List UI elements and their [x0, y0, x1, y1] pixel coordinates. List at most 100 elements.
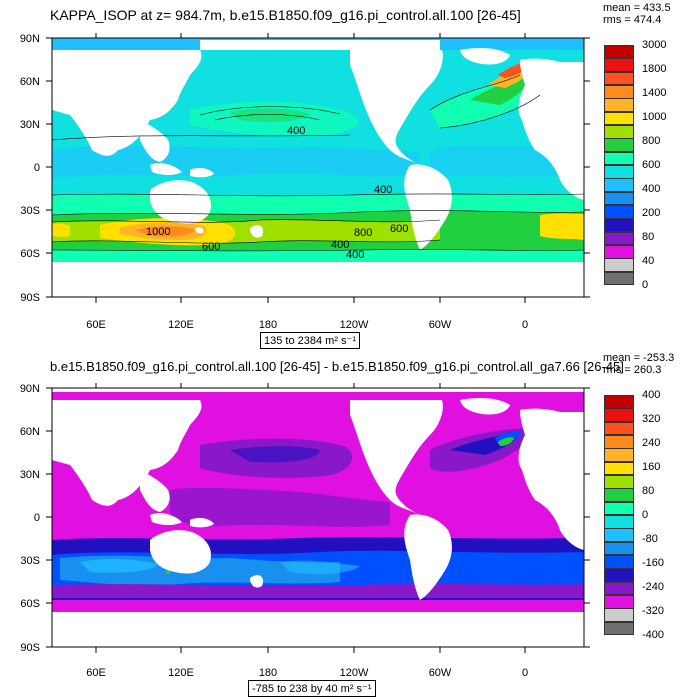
map-title: KAPPA_ISOP at z= 984.7m, b.e15.B1850.f09…	[50, 7, 521, 23]
x-tick-label: 120W	[340, 667, 369, 679]
colorbar-label: 400	[642, 389, 661, 401]
contour-label: 1000	[146, 226, 170, 238]
y-axis-labels: 90N 60N 30N 0 30S 60S 90S	[20, 383, 40, 654]
colorbar-swatch	[604, 595, 634, 609]
stat-mean: mean = -253.3	[603, 352, 675, 364]
tick-marks	[46, 383, 590, 653]
contour-lines	[52, 74, 584, 252]
colorbar: 400 320 240 160 80 0 -80 -160 -240 -320 -400	[604, 389, 694, 641]
stat-rms: rms = 474.4	[603, 14, 662, 26]
colorbar-swatch	[604, 111, 634, 126]
colorbar-label: -80	[642, 533, 658, 545]
colorbar-swatch	[604, 205, 634, 219]
y-tick-label: 60S	[20, 248, 40, 260]
colorbar-swatch	[604, 608, 634, 623]
x-tick-label: 60E	[86, 319, 106, 331]
colorbar-swatch	[604, 98, 634, 113]
colorbar-swatch	[604, 501, 634, 516]
y-tick-label: 30N	[20, 469, 40, 481]
colorbar-swatch	[604, 191, 634, 206]
colorbar-label: 40	[642, 255, 655, 267]
y-tick-label: 0	[34, 512, 40, 524]
x-tick-label: 0	[522, 667, 528, 679]
contour-label: 400	[287, 125, 305, 137]
colorbar-swatch	[604, 71, 634, 86]
colorbar-swatch	[604, 515, 634, 529]
colorbar-swatch	[604, 581, 634, 596]
colorbar-label: 160	[642, 461, 661, 473]
map-plot: 400 400 1000 600 400 800 600 400 90N 60N…	[20, 33, 590, 331]
stat-rms: rms = 260.3	[603, 364, 662, 376]
colorbar-label: -400	[642, 629, 665, 641]
colorbar-label: 400	[642, 183, 661, 195]
colorbar-swatch	[604, 245, 634, 259]
panel-bottom: b.e15.B1850.f09_g16.pi_control.all.100 […	[0, 350, 700, 700]
colorbar-swatch	[604, 435, 634, 449]
colorbar-swatch	[604, 218, 634, 233]
colorbar-label: 600	[642, 159, 661, 171]
y-tick-label: 90S	[20, 642, 40, 654]
x-tick-label: 120E	[168, 667, 194, 679]
x-tick-label: 60W	[429, 667, 452, 679]
contour-label: 400	[346, 249, 364, 261]
colorbar-label: 3000	[642, 39, 667, 51]
contour-label: 400	[331, 239, 349, 251]
colorbar-swatch	[604, 448, 634, 463]
colorbar-swatch	[604, 528, 634, 543]
y-tick-label: 0	[34, 162, 40, 174]
colorbar-label: 240	[642, 437, 661, 449]
colorbar-swatch	[604, 271, 634, 286]
colorbar-swatch	[604, 58, 634, 73]
y-tick-label: 90S	[20, 292, 40, 304]
colorbar-swatch	[604, 138, 634, 153]
land-masses	[52, 40, 584, 297]
colorbar-swatch	[604, 421, 634, 436]
contour-label: 600	[202, 241, 220, 253]
colorbar-swatch	[604, 488, 634, 503]
colorbar-swatch	[604, 151, 634, 166]
colorbar-label: 200	[642, 207, 661, 219]
y-tick-label: 90N	[20, 33, 40, 45]
colorbar-label: 0	[642, 279, 649, 291]
colorbar-swatch	[604, 461, 634, 476]
x-axis-labels: 60E 120E 180 120W 60W 0	[86, 319, 528, 331]
range-label: -785 to 238 by 40 m² s⁻¹	[248, 680, 376, 697]
contour-label: 600	[390, 223, 408, 235]
colorbar-swatch	[604, 165, 634, 179]
stat-mean: mean = 433.5	[603, 2, 671, 14]
x-tick-label: 120E	[168, 319, 194, 331]
colorbar-label: 1400	[642, 87, 667, 99]
colorbar-label: 0	[642, 509, 649, 521]
range-label: 135 to 2384 m² s⁻¹	[260, 332, 361, 349]
x-tick-label: 180	[259, 667, 277, 679]
y-tick-label: 30N	[20, 119, 40, 131]
stats-readout: mean = -253.3 rms = 260.3	[603, 352, 674, 376]
y-tick-label: 60N	[20, 426, 40, 438]
x-tick-label: 120W	[340, 319, 369, 331]
map-title: b.e15.B1850.f09_g16.pi_control.all.100 […	[50, 359, 624, 374]
y-tick-label: 60S	[20, 598, 40, 610]
contour-label: 800	[354, 227, 372, 239]
colorbar-label: 1000	[642, 111, 667, 123]
colorbar-swatch	[604, 621, 634, 636]
colorbar-label: 80	[642, 485, 655, 497]
colorbar-label: -240	[642, 581, 665, 593]
land-masses	[52, 397, 584, 647]
colorbar-swatch	[604, 85, 634, 99]
colorbar-swatch	[604, 125, 634, 139]
colorbar-label: 80	[642, 231, 655, 243]
colorbar-swatch	[604, 45, 634, 59]
y-axis-labels: 90N 60N 30N 0 30S 60S 90S	[20, 33, 40, 304]
x-tick-label: 180	[259, 319, 277, 331]
colorbar-swatch	[604, 408, 634, 423]
colorbar-swatch	[604, 541, 634, 556]
y-tick-label: 30S	[20, 205, 40, 217]
y-tick-label: 90N	[20, 383, 40, 395]
colorbar-swatch	[604, 258, 634, 273]
x-axis-labels: 60E 120E 180 120W 60W 0	[86, 667, 528, 679]
colorbar-swatch	[604, 475, 634, 489]
colorbar-label: -160	[642, 557, 665, 569]
contour-label: 400	[374, 184, 392, 196]
panel-top: KAPPA_ISOP at z= 984.7m, b.e15.B1850.f09…	[20, 2, 671, 349]
stats-readout: mean = 433.5 rms = 474.4	[603, 2, 671, 26]
